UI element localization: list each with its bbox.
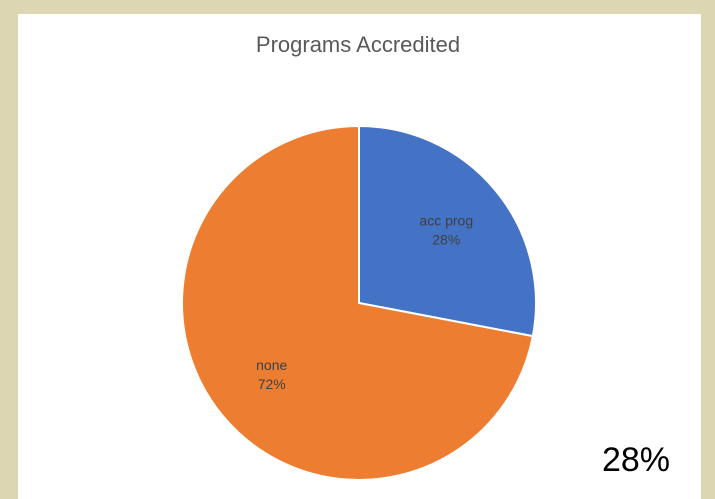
- annotation: 28%: [602, 441, 670, 479]
- pie-slice: [358, 124, 537, 338]
- slice-value-label: 72%: [258, 376, 286, 392]
- slice-category-label: none: [256, 357, 287, 373]
- slice-value-label: 28%: [432, 231, 460, 247]
- chart-title: Programs Accredited: [256, 32, 460, 57]
- pie-slice: [181, 124, 535, 481]
- slice-category-label: acc prog: [419, 212, 473, 228]
